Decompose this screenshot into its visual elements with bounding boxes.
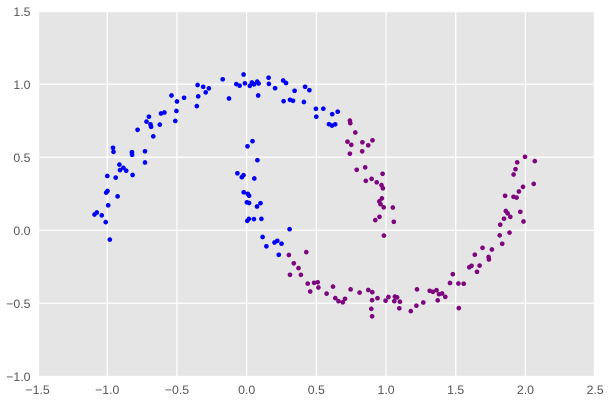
svg-text:1.5: 1.5	[13, 5, 30, 19]
svg-text:1.0: 1.0	[377, 383, 394, 397]
svg-text:−0.5: −0.5	[165, 383, 189, 397]
svg-text:−1.0: −1.0	[6, 370, 30, 384]
svg-text:1.5: 1.5	[447, 383, 464, 397]
svg-text:2.0: 2.0	[517, 383, 534, 397]
svg-text:0.0: 0.0	[13, 224, 30, 238]
svg-text:0.5: 0.5	[308, 383, 325, 397]
svg-text:0.0: 0.0	[238, 383, 255, 397]
svg-text:−0.5: −0.5	[6, 297, 30, 311]
svg-text:1.0: 1.0	[13, 78, 30, 92]
svg-text:−1.0: −1.0	[95, 383, 119, 397]
svg-text:−1.5: −1.5	[25, 383, 49, 397]
svg-text:2.5: 2.5	[587, 383, 604, 397]
svg-text:0.5: 0.5	[13, 151, 30, 165]
